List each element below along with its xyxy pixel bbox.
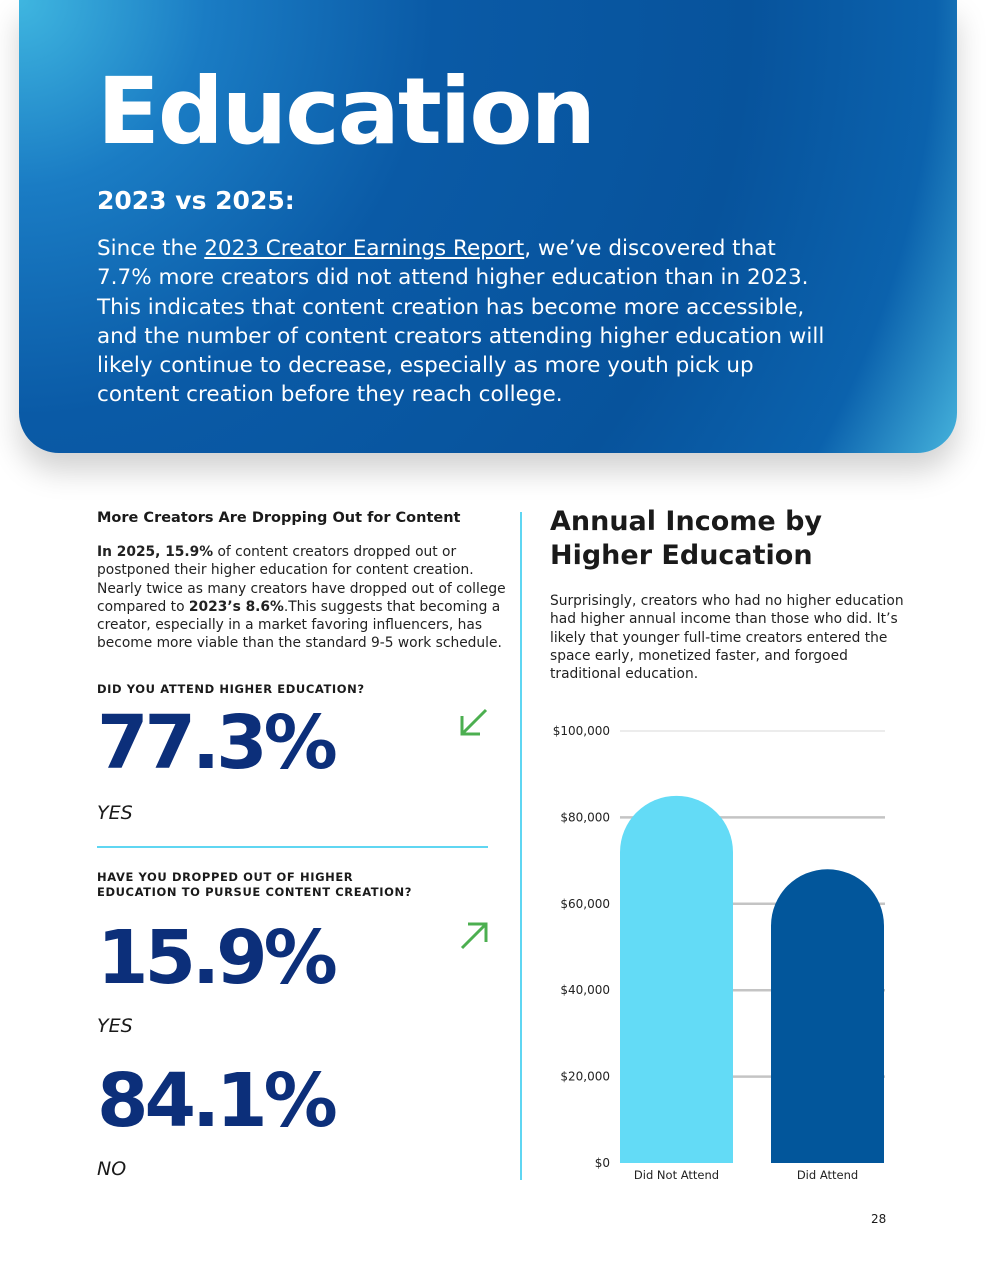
report-link[interactable]: 2023 Creator Earnings Report	[204, 236, 525, 261]
answer-label: YES	[97, 802, 133, 824]
intro-text: Since the	[97, 236, 205, 261]
stat-dropped-no: 84.1%	[97, 1058, 338, 1144]
divider	[97, 846, 488, 848]
arrow-up-right-icon	[460, 922, 488, 950]
page-title: Education	[97, 58, 596, 165]
question-1: DID YOU ATTEND HIGHER EDUCATION?	[97, 682, 365, 696]
chart-description: Surprisingly, creators who had no higher…	[550, 593, 904, 683]
bold-text: 2023’s 8.6%	[188, 598, 284, 615]
left-paragraph: In 2025, 15.9% of content creators dropp…	[97, 543, 507, 653]
x-tick-label: Did Not Attend	[634, 1168, 719, 1182]
intro-paragraph: Since the 2023 Creator Earnings Report, …	[97, 234, 837, 410]
section-subtitle: 2023 vs 2025:	[97, 186, 295, 215]
y-tick-label: $60,000	[560, 897, 610, 911]
y-tick-label: $100,000	[553, 724, 610, 738]
y-tick-label: $0	[595, 1156, 610, 1170]
x-tick-label: Did Attend	[797, 1168, 858, 1182]
stat-attended-yes: 77.3%	[97, 700, 338, 786]
bold-text: In 2025, 15.9%	[97, 544, 214, 560]
y-tick-label: $20,000	[560, 1070, 610, 1084]
bar-did-attend	[771, 869, 884, 1163]
left-heading: More Creators Are Dropping Out for Conte…	[97, 510, 461, 526]
text: .This suggests that becoming a creator, …	[97, 598, 502, 652]
question-2: HAVE YOU DROPPED OUT OF HIGHER EDUCATION…	[97, 870, 413, 899]
answer-label: YES	[97, 1015, 133, 1037]
answer-label: NO	[97, 1158, 127, 1180]
header-banner	[19, 0, 957, 453]
bar-did-not-attend	[620, 795, 733, 1163]
chart-heading: Annual Income by Higher Education	[550, 506, 823, 571]
y-tick-label: $80,000	[560, 810, 610, 824]
stat-dropped-yes: 15.9%	[97, 915, 338, 1001]
page-number: 28	[871, 1212, 887, 1226]
income-bar-chart: $0 $20,000 $40,000 $60,000 $80,000 $100,000 Di…	[553, 724, 885, 1182]
intro-text: , we’ve discovered that 7.7% more creato…	[97, 236, 825, 408]
text: of content creators dropped out or postp…	[97, 544, 506, 615]
column-divider	[520, 512, 522, 1180]
y-tick-label: $40,000	[560, 983, 610, 997]
arrow-down-left-icon	[460, 708, 488, 736]
